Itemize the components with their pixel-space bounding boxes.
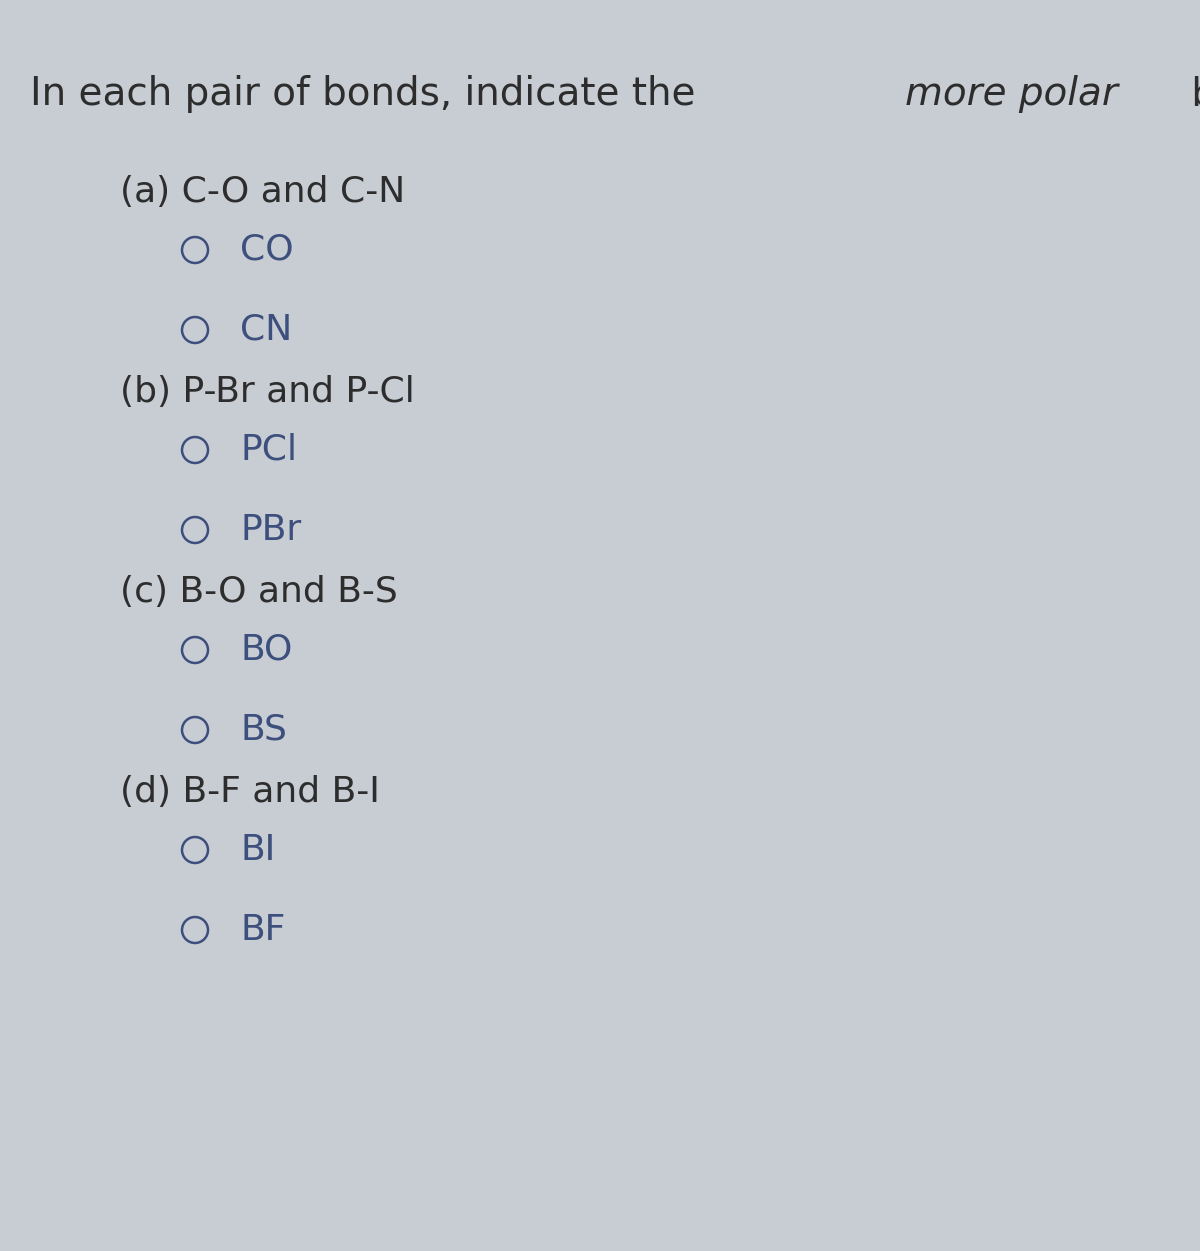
Text: BO: BO	[240, 633, 293, 667]
Text: PBr: PBr	[240, 513, 301, 547]
Text: CO: CO	[240, 233, 294, 266]
Text: BF: BF	[240, 913, 286, 947]
Text: In each pair of bonds, indicate the: In each pair of bonds, indicate the	[30, 75, 708, 113]
Text: bond.: bond.	[1180, 75, 1200, 113]
Text: PCl: PCl	[240, 433, 298, 467]
Text: (c) B-O and B-S: (c) B-O and B-S	[120, 575, 397, 609]
Text: (b) P-Br and P-Cl: (b) P-Br and P-Cl	[120, 375, 415, 409]
Text: CN: CN	[240, 313, 293, 347]
Text: BI: BI	[240, 833, 275, 867]
Text: more polar: more polar	[905, 75, 1117, 113]
Text: BS: BS	[240, 713, 287, 747]
Text: (d) B-F and B-I: (d) B-F and B-I	[120, 776, 380, 809]
Text: (a) C-O and C-N: (a) C-O and C-N	[120, 175, 406, 209]
